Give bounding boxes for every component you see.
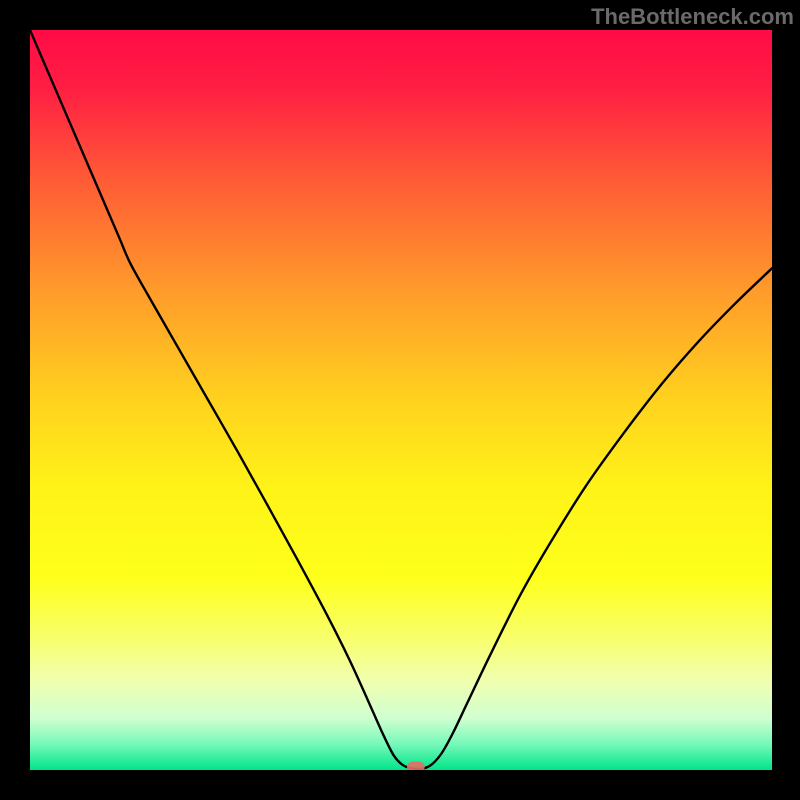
plot-background bbox=[30, 30, 772, 770]
watermark-text: TheBottleneck.com bbox=[591, 4, 794, 30]
bottleneck-curve-chart bbox=[30, 30, 772, 770]
chart-container: TheBottleneck.com bbox=[0, 0, 800, 800]
plot-area bbox=[30, 30, 772, 770]
optimal-point-marker bbox=[407, 761, 425, 770]
